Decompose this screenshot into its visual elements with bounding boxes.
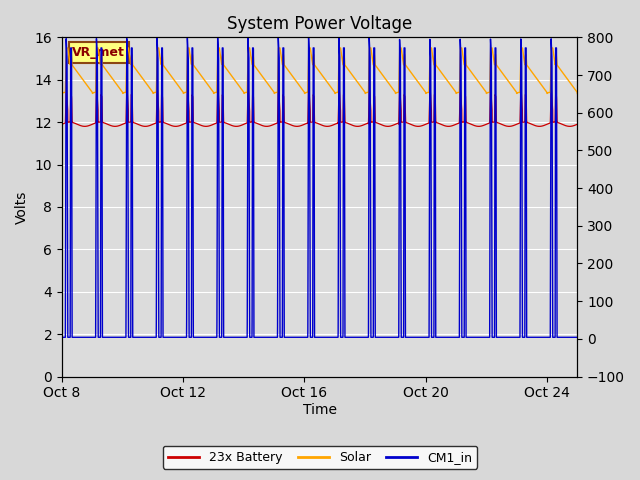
Y-axis label: Volts: Volts bbox=[15, 190, 29, 224]
Title: System Power Voltage: System Power Voltage bbox=[227, 15, 412, 33]
Legend: 23x Battery, Solar, CM1_in: 23x Battery, Solar, CM1_in bbox=[163, 446, 477, 469]
X-axis label: Time: Time bbox=[303, 403, 337, 417]
Text: VR_met: VR_met bbox=[72, 46, 125, 59]
